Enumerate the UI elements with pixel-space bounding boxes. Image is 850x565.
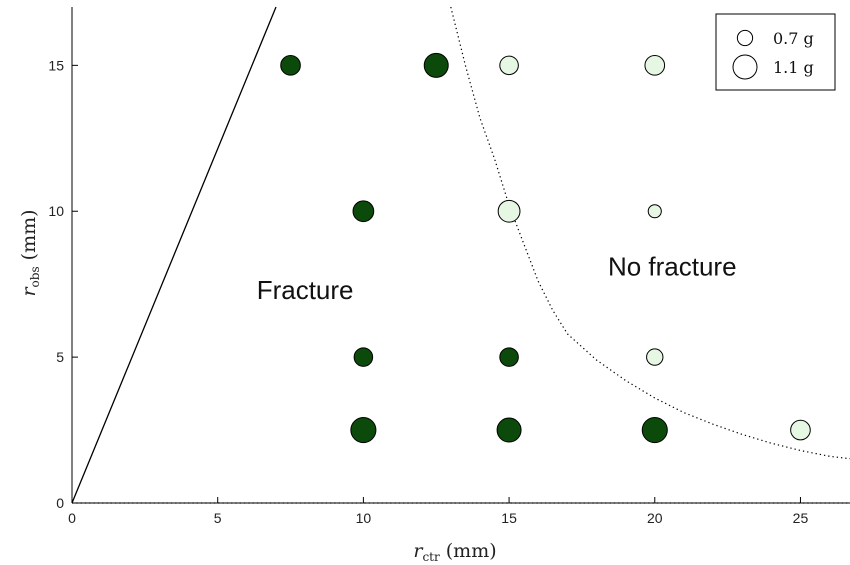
axis-ticks: 0 5 10 15 20 25 0 5 10 15 [48,57,808,526]
y-tick-label-15: 15 [48,57,64,73]
no-fracture-point-1 [644,55,666,76]
no-fracture-point-2 [497,199,521,223]
region-labels: Fracture No fracture [257,252,737,305]
y-tick-label-0: 0 [56,495,64,511]
fracture-point-6 [496,417,522,443]
legend-marker-0 [736,29,754,47]
no-fracture-point-5 [790,419,811,441]
x-tick-label-15: 15 [501,510,517,526]
axes-frame [71,7,850,504]
data-points [280,52,811,444]
x-tick-label-20: 20 [647,510,663,526]
dotted-line-1 [450,6,850,460]
legend: 0.7 g 1.1 g [715,13,836,91]
y-tick-label-10: 10 [48,203,64,219]
legend-box [715,13,836,91]
legend-label-0: 0.7 g [773,29,814,48]
fracture-point-7 [641,417,668,444]
solid-line-0 [71,6,277,504]
no-fracture-point-3 [647,204,662,219]
fracture-point-1 [423,52,449,78]
legend-marker-1 [732,54,758,80]
region-label-1: No fracture [608,252,737,282]
region-label-0: Fracture [257,275,354,305]
y-axis-label: robs (mm) [18,209,42,296]
no-fracture-point-0 [499,55,519,76]
x-tick-label-25: 25 [793,510,809,526]
x-axis-label: rctr (mm) [413,540,496,564]
fracture-point-2 [352,200,375,223]
no-fracture-point-4 [646,348,664,366]
legend-label-1: 1.1 g [773,58,814,77]
fracture-point-5 [350,417,377,444]
fracture-point-4 [499,347,519,367]
x-tick-label-10: 10 [356,510,372,526]
fracture-point-0 [280,55,301,76]
x-tick-label-5: 5 [214,510,222,526]
fracture-point-3 [353,347,374,367]
x-tick-label-0: 0 [68,510,76,526]
y-tick-label-5: 5 [56,349,64,365]
